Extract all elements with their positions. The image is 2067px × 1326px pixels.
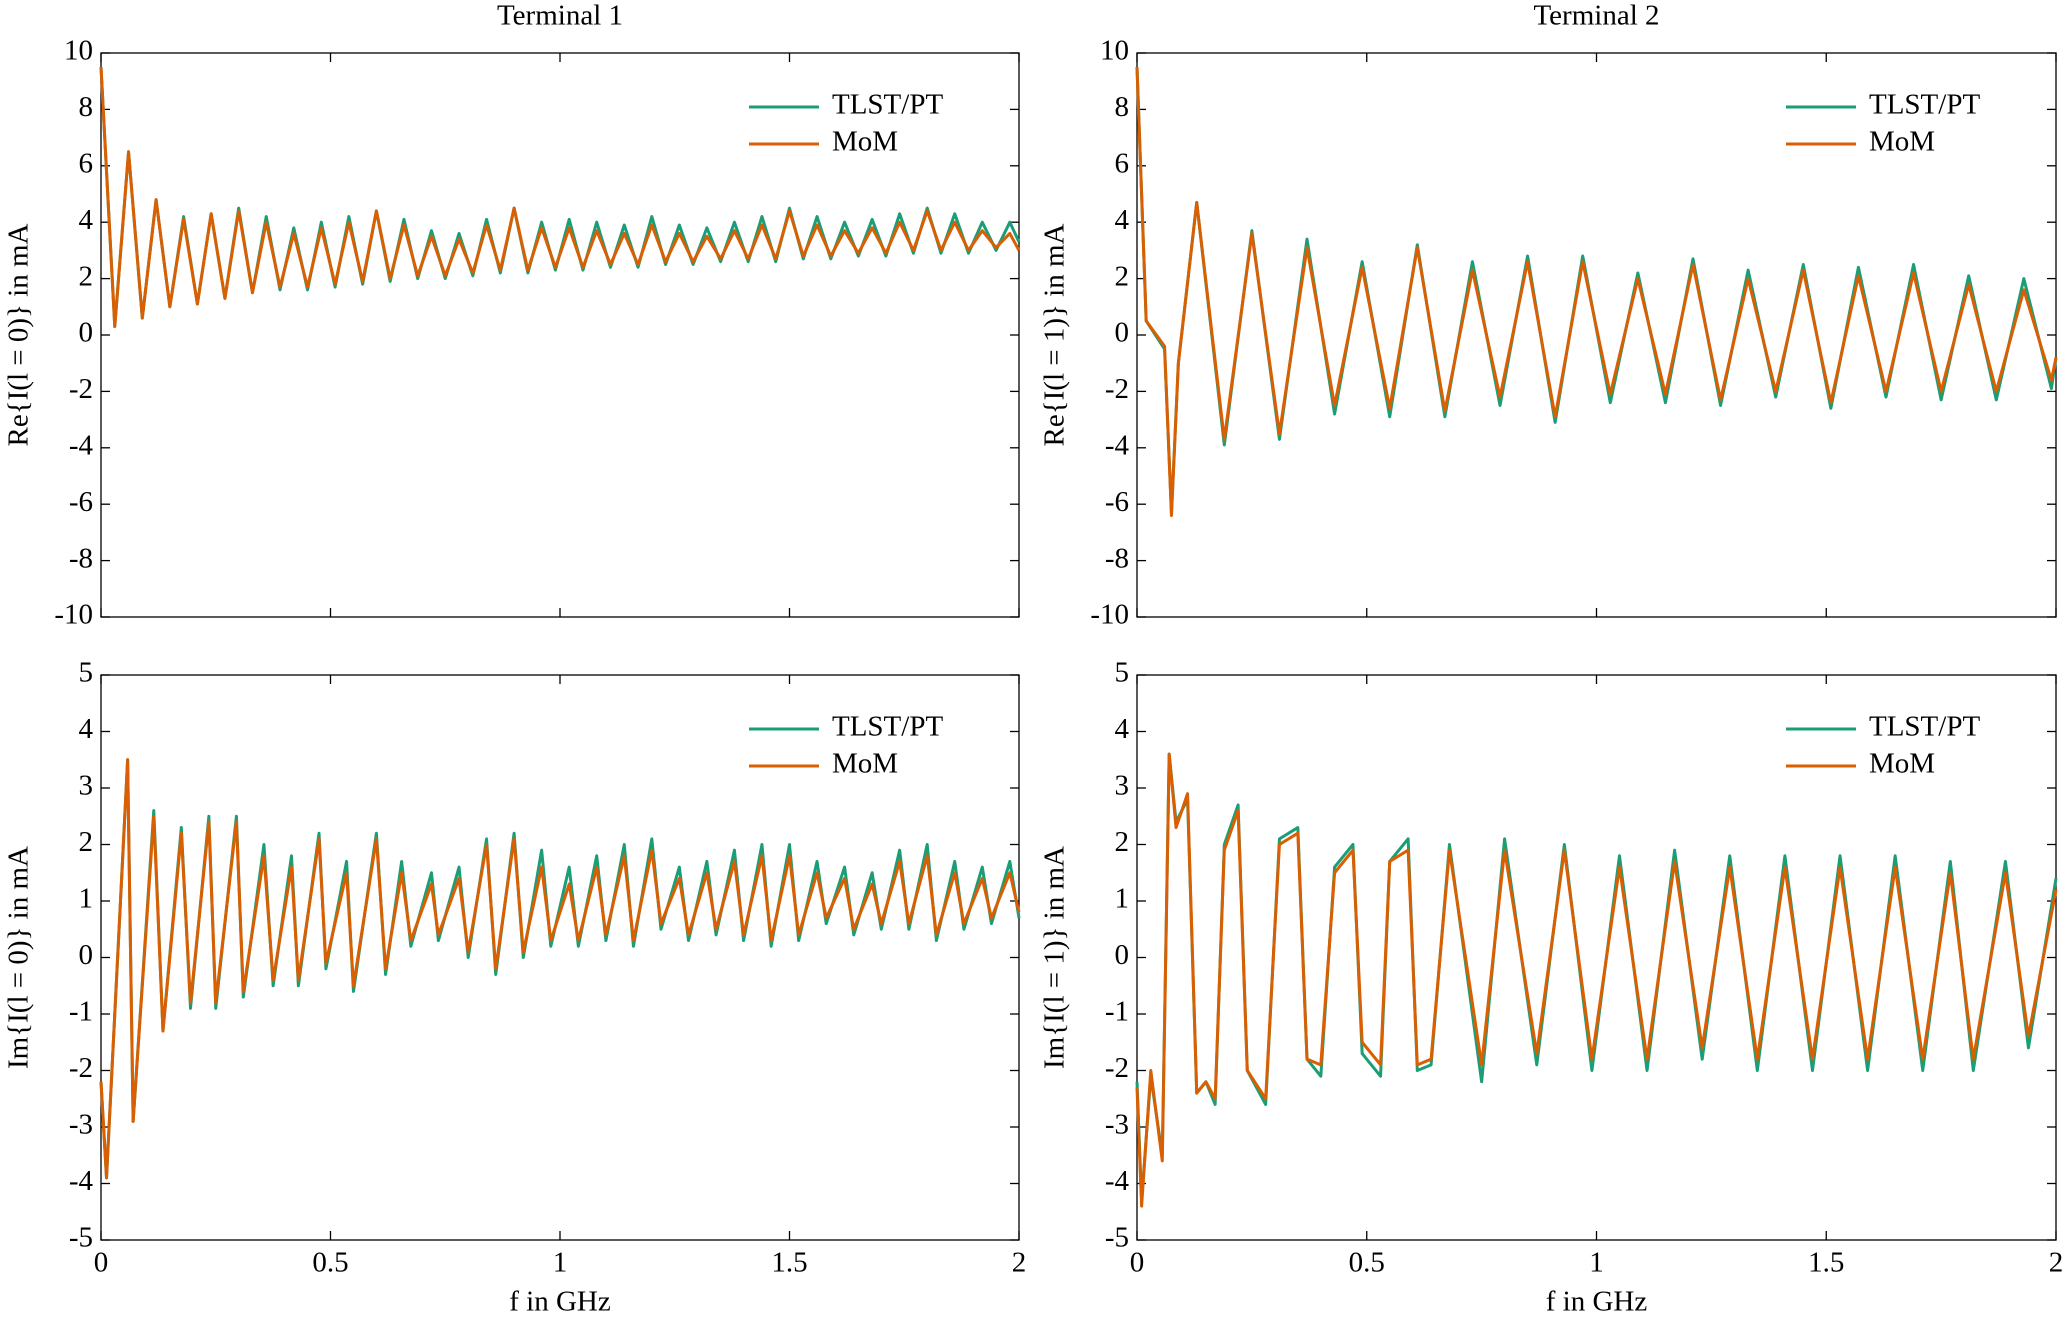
series-line xyxy=(1135,752,2058,1202)
y-tick-label: 6 xyxy=(79,147,94,179)
y-tick-label: -5 xyxy=(1105,1222,1129,1254)
y-tick-label: -1 xyxy=(69,996,93,1028)
x-tick-label: 2 xyxy=(2049,1247,2064,1279)
y-tick-label: 2 xyxy=(79,826,94,858)
y-tick-label: 4 xyxy=(79,713,94,745)
y-tick-label: 5 xyxy=(79,657,94,689)
y-tick-label: -8 xyxy=(1105,542,1129,574)
y-tick-label: -5 xyxy=(69,1222,93,1254)
y-tick-label: -10 xyxy=(1090,599,1129,631)
legend-label: TLST/PT xyxy=(1869,89,1980,121)
y-tick-label: -4 xyxy=(1105,429,1130,461)
x-tick-label: 1.5 xyxy=(771,1247,807,1279)
y-tick-label: -2 xyxy=(1105,1052,1129,1084)
y-tick-label: 8 xyxy=(79,91,94,123)
y-tick-label: -2 xyxy=(69,373,93,405)
x-tick-label: 1 xyxy=(553,1247,568,1279)
y-tick-label: 4 xyxy=(1115,713,1130,745)
y-tick-label: 8 xyxy=(1115,91,1130,123)
y-tick-label: 2 xyxy=(1115,826,1130,858)
series-line xyxy=(99,67,1021,329)
y-axis-label: Im{I(l = 1)} in mA xyxy=(1039,846,1071,1069)
panel-title: Terminal 2 xyxy=(1533,0,1659,32)
y-tick-label: 0 xyxy=(1115,939,1130,971)
legend-label: MoM xyxy=(1869,748,1935,780)
y-tick-label: -8 xyxy=(69,542,93,574)
y-tick-label: 2 xyxy=(79,260,94,292)
legend-label: TLST/PT xyxy=(1869,711,1980,743)
y-axis-label: Re{I(l = 1)} in mA xyxy=(1039,223,1071,446)
y-tick-label: -2 xyxy=(69,1052,93,1084)
y-tick-label: 10 xyxy=(64,35,93,67)
x-tick-label: 1 xyxy=(1589,1247,1604,1279)
y-tick-label: 0 xyxy=(79,317,94,349)
legend-label: TLST/PT xyxy=(832,711,943,743)
series-line xyxy=(1135,67,2058,517)
y-tick-label: 0 xyxy=(1115,317,1130,349)
y-tick-label: -4 xyxy=(69,429,94,461)
y-tick-label: -10 xyxy=(54,599,93,631)
y-tick-label: -1 xyxy=(1105,996,1129,1028)
y-tick-label: 10 xyxy=(1100,35,1129,67)
legend-label: MoM xyxy=(1869,126,1935,158)
y-tick-label: -6 xyxy=(1105,486,1129,518)
y-tick-label: 3 xyxy=(1115,770,1130,802)
series-line xyxy=(99,758,1021,1180)
legend-label: MoM xyxy=(832,748,898,780)
y-tick-label: 6 xyxy=(1115,147,1130,179)
y-tick-label: -3 xyxy=(1105,1109,1129,1141)
x-tick-label: 0 xyxy=(94,1247,109,1279)
y-tick-label: 1 xyxy=(1115,883,1130,915)
y-tick-label: 1 xyxy=(79,883,94,915)
x-axis-label: f in GHz xyxy=(509,1286,611,1318)
y-tick-label: 4 xyxy=(1115,204,1130,236)
y-tick-label: -3 xyxy=(69,1109,93,1141)
x-tick-label: 2 xyxy=(1012,1247,1027,1279)
series-line xyxy=(99,758,1021,1180)
y-axis-label: Im{I(l = 0)} in mA xyxy=(3,846,35,1069)
x-tick-label: 0.5 xyxy=(312,1247,348,1279)
y-tick-label: -2 xyxy=(1105,373,1129,405)
panel-title: Terminal 1 xyxy=(497,0,623,32)
x-tick-label: 0.5 xyxy=(1349,1247,1385,1279)
y-tick-label: 2 xyxy=(1115,260,1130,292)
y-axis-label: Re{I(l = 0)} in mA xyxy=(3,223,35,446)
x-tick-label: 0 xyxy=(1130,1247,1145,1279)
x-tick-label: 1.5 xyxy=(1808,1247,1844,1279)
y-tick-label: 4 xyxy=(79,204,94,236)
y-tick-label: 0 xyxy=(79,939,94,971)
y-tick-label: -4 xyxy=(1105,1165,1130,1197)
x-axis-label: f in GHz xyxy=(1546,1286,1648,1318)
y-tick-label: 3 xyxy=(79,770,94,802)
legend-label: MoM xyxy=(832,126,898,158)
legend-label: TLST/PT xyxy=(832,89,943,121)
y-tick-label: -6 xyxy=(69,486,93,518)
y-tick-label: -4 xyxy=(69,1165,94,1197)
y-tick-label: 5 xyxy=(1115,657,1130,689)
series-line xyxy=(1135,752,2058,1208)
